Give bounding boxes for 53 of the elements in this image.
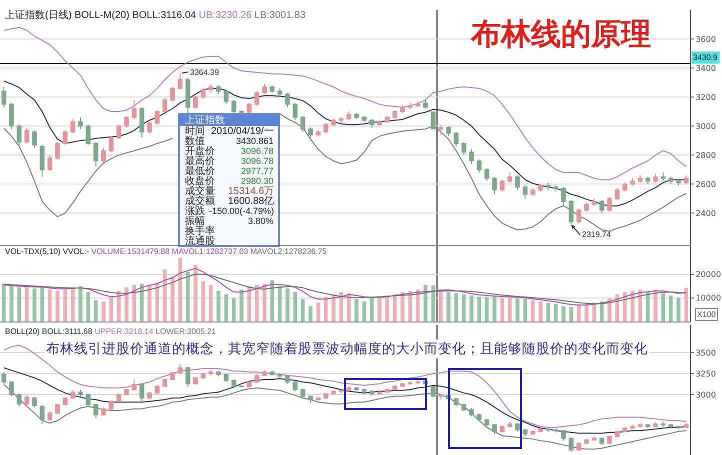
text: LB:3001.83 <box>254 10 306 21</box>
text: 2980.30 <box>241 176 274 186</box>
category-label: 振幅 <box>185 215 205 227</box>
y-tick-label: 10000 <box>696 294 722 303</box>
chart-subtitle: 上证指数(日线) BOLL-M(20) <box>5 9 130 21</box>
category-label: 成交额 <box>185 195 215 207</box>
annotation: 2319.74 <box>582 230 612 239</box>
text: BOLL:3116.04 <box>132 10 196 21</box>
chart-title: BOLL(20) <box>5 327 40 336</box>
chart-subtitle: VOLUME:1531479.88 <box>91 247 170 256</box>
category-label: 时间 <box>185 125 205 137</box>
chart-title: VOL-TDX(5,10) VVOL:- <box>5 247 90 256</box>
y-tick-label: 3200 <box>696 92 716 102</box>
text: LOWER:3005.21 <box>156 327 217 336</box>
category-label: 开盘价 <box>185 145 215 157</box>
y-tick-label: 2800 <box>696 150 716 160</box>
y-tick-label: 2600 <box>696 180 716 189</box>
category-label: 最低价 <box>185 165 215 177</box>
text: MAVOL1:1282737.03 <box>172 247 249 256</box>
category-label: 流通股 <box>185 235 215 247</box>
text: 15314.6万 <box>228 186 274 197</box>
y-tick-label: 3400 <box>696 64 716 73</box>
category-label: 最高价 <box>185 155 215 167</box>
y-tick-label: 20000 <box>696 270 722 280</box>
annotation: 3364.39 <box>190 68 220 77</box>
y-tick-label: 2400 <box>696 208 716 218</box>
y-tick-label: 3250 <box>696 369 716 378</box>
category-label: 数值 <box>185 136 205 147</box>
category-label: 成交量 <box>185 185 215 197</box>
text: 2977.77 <box>241 166 274 176</box>
category-label: 换手率 <box>185 225 215 237</box>
chart-title: 布林线的原理 <box>470 17 651 52</box>
annotation: 布林线引进股价通道的概念，其宽窄随着股票波动幅度的大小而变化；且能够随股价的变化而变化 <box>46 341 648 357</box>
text: 1600.88亿 <box>228 196 274 207</box>
text: 3096.78 <box>241 156 274 166</box>
y-tick-label: 3500 <box>696 348 716 358</box>
y-tick-label: 3000 <box>696 122 716 131</box>
text: 上证指数 <box>185 114 225 126</box>
text: 3.80% <box>248 216 274 226</box>
text: UPPER:3218.14 <box>94 327 154 336</box>
text: UB:3230.26 <box>198 10 252 21</box>
y-tick-label: 3000 <box>696 390 716 400</box>
category-label: 涨跌 <box>185 205 205 217</box>
y-tick-label: 3600 <box>696 34 716 44</box>
text: MAVOL2:1278236.75 <box>250 247 328 256</box>
text: 2010/04/19/一 <box>211 126 274 137</box>
y-axis-title: X100 <box>697 310 716 319</box>
text: 3430.861 <box>236 136 274 146</box>
text: -150.00(-4.79%) <box>209 206 274 216</box>
text: 3096.78 <box>241 146 274 156</box>
category-label: 收盘价 <box>185 175 215 187</box>
text: BOLL:3111.68 <box>42 327 93 336</box>
ref-line-label: 3430.9 <box>693 53 718 62</box>
